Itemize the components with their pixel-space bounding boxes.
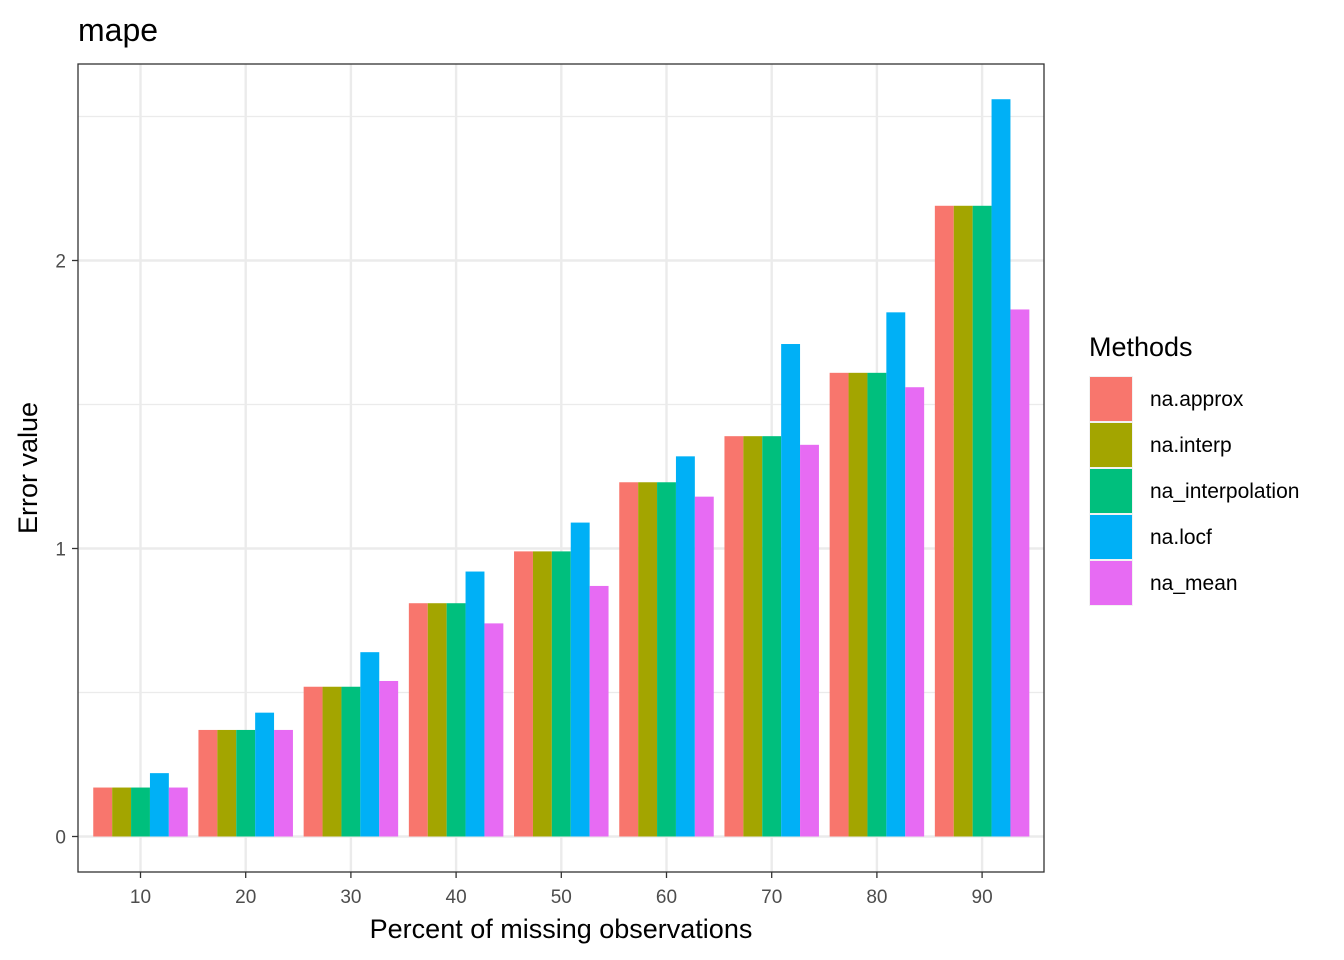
bar bbox=[762, 436, 782, 837]
legend-key bbox=[1090, 561, 1132, 605]
bar bbox=[905, 387, 925, 837]
legend-key bbox=[1090, 515, 1132, 559]
bar bbox=[360, 652, 380, 837]
plot-panel: 0 1 2 10 20 30 40 50 60 70 80 90 bbox=[55, 63, 1045, 908]
bar bbox=[255, 712, 275, 837]
x-tick-label: 60 bbox=[656, 887, 677, 908]
bar bbox=[131, 787, 150, 837]
x-tick-label: 70 bbox=[761, 887, 782, 908]
bar bbox=[427, 603, 447, 837]
legend: Methods na.approx na.interp na_interpolati… bbox=[1089, 332, 1299, 606]
bar bbox=[743, 436, 763, 837]
x-tick-label: 50 bbox=[551, 887, 572, 908]
bar bbox=[465, 571, 485, 837]
x-axis-label: Percent of missing observations bbox=[370, 914, 753, 944]
legend-title: Methods bbox=[1089, 332, 1193, 362]
legend-label: na.interp bbox=[1150, 434, 1232, 457]
legend-label: na_mean bbox=[1150, 572, 1238, 595]
bar bbox=[514, 551, 533, 837]
bar bbox=[991, 99, 1011, 837]
bar bbox=[800, 444, 819, 837]
bar bbox=[149, 773, 169, 837]
chart-title: mape bbox=[78, 12, 158, 48]
bar bbox=[848, 372, 868, 837]
bar bbox=[217, 729, 237, 837]
bar bbox=[619, 482, 639, 837]
bar bbox=[724, 436, 744, 837]
bar bbox=[322, 686, 342, 837]
x-tick-label: 90 bbox=[972, 887, 993, 908]
legend-label: na_interpolation bbox=[1150, 480, 1299, 503]
bar bbox=[886, 312, 906, 837]
legend-label: na.approx bbox=[1150, 388, 1244, 411]
bar bbox=[341, 686, 361, 837]
bar bbox=[484, 623, 504, 837]
legend-key bbox=[1090, 377, 1132, 421]
bar bbox=[1010, 309, 1030, 837]
legend-key bbox=[1090, 423, 1132, 467]
y-tick-label: 2 bbox=[55, 252, 66, 273]
x-tick-label: 40 bbox=[446, 887, 467, 908]
bar bbox=[589, 585, 609, 837]
bar bbox=[551, 551, 571, 837]
bar bbox=[934, 205, 954, 837]
y-tick-label: 1 bbox=[55, 540, 66, 561]
bar bbox=[93, 787, 113, 837]
x-tick-label: 20 bbox=[235, 887, 256, 908]
bar bbox=[446, 603, 466, 837]
bar bbox=[236, 729, 256, 837]
bar bbox=[638, 482, 658, 837]
bar bbox=[303, 686, 323, 837]
bar bbox=[657, 482, 676, 837]
bar bbox=[694, 496, 714, 837]
x-tick-label: 80 bbox=[866, 887, 887, 908]
bar bbox=[953, 205, 973, 837]
y-axis-label: Error value bbox=[13, 402, 43, 534]
bar bbox=[532, 551, 552, 837]
bar bbox=[112, 787, 132, 837]
bar bbox=[972, 205, 992, 837]
x-tick-label: 30 bbox=[340, 887, 361, 908]
legend-key bbox=[1090, 469, 1132, 513]
bar bbox=[168, 787, 188, 837]
bar bbox=[781, 344, 801, 837]
bar bbox=[379, 680, 399, 837]
legend-label: na.locf bbox=[1150, 526, 1212, 549]
y-tick-label: 0 bbox=[55, 828, 66, 849]
bar bbox=[198, 729, 218, 837]
x-tick-label: 10 bbox=[130, 887, 151, 908]
bar bbox=[675, 456, 695, 837]
bar bbox=[570, 522, 590, 837]
bar bbox=[867, 372, 887, 837]
bar bbox=[274, 729, 293, 837]
bar bbox=[408, 603, 428, 837]
bar bbox=[829, 372, 849, 837]
